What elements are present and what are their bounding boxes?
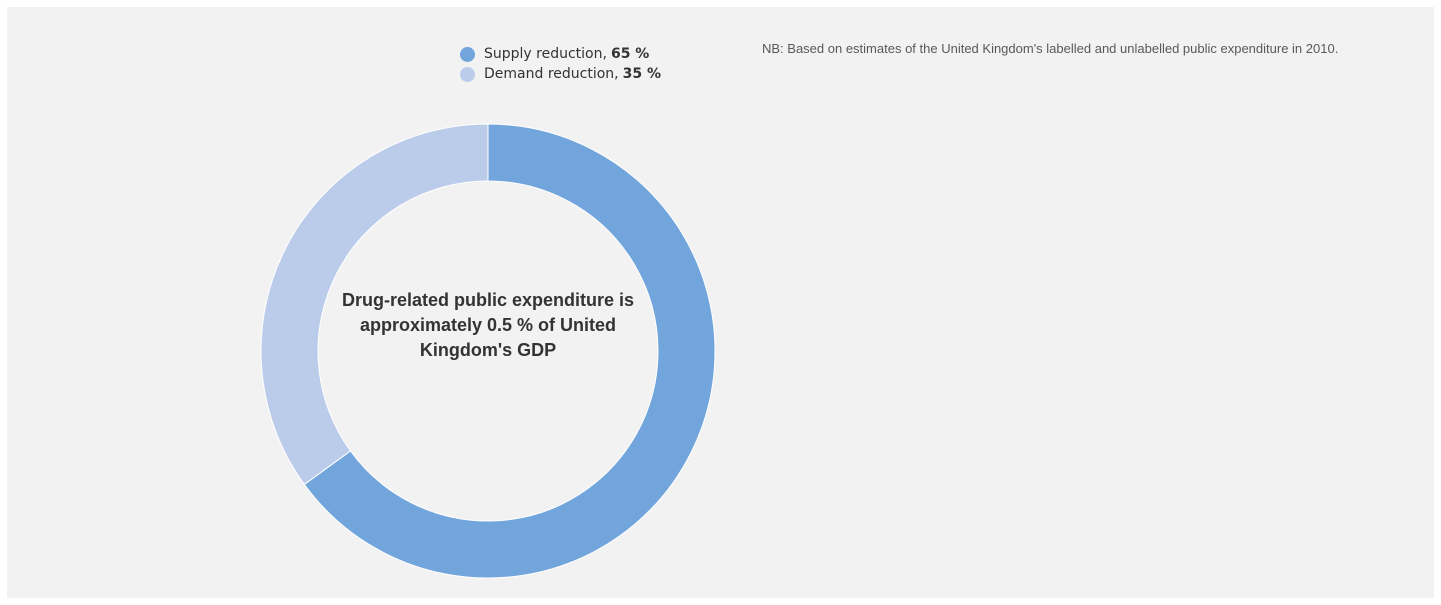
legend-label-demand: Demand reduction, (484, 66, 619, 82)
legend-item-demand[interactable]: Demand reduction, 35 % (460, 64, 661, 84)
legend-swatch-supply (460, 46, 475, 62)
legend-label-supply: Supply reduction, (484, 46, 607, 62)
legend-swatch-demand (460, 66, 475, 82)
chart-legend: Supply reduction, 65 % Demand reduction,… (460, 44, 661, 84)
legend-value-demand: 35 % (622, 66, 661, 82)
legend-item-supply[interactable]: Supply reduction, 65 % (460, 44, 661, 64)
legend-value-supply: 65 % (610, 46, 650, 62)
donut-slice-demand[interactable] (260, 123, 489, 486)
donut-center-label: Drug-related public expenditure is appro… (341, 290, 635, 360)
chart-panel (7, 7, 1434, 598)
donut-slice-supply[interactable] (303, 123, 716, 579)
chart-note: NB: Based on estimates of the United Kin… (762, 41, 1339, 56)
